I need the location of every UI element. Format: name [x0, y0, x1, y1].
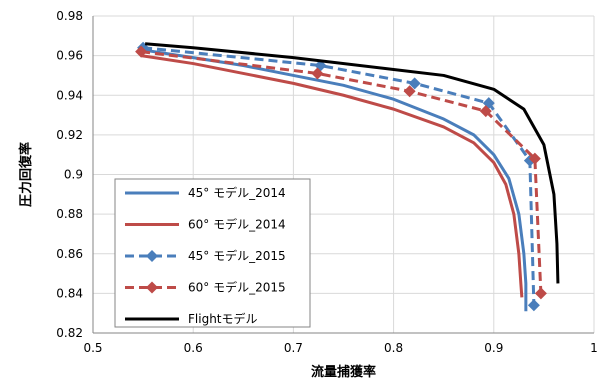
- y-tick-label: 0.96: [56, 49, 83, 63]
- x-tick-label: 0.5: [83, 341, 102, 355]
- series-2: [137, 41, 540, 312]
- legend-label: 60° モデル_2014: [188, 217, 286, 232]
- x-tick-label: 1: [590, 341, 598, 355]
- series-4: [144, 42, 560, 284]
- y-tick-label: 0.98: [56, 9, 83, 23]
- data-point-marker: [479, 105, 492, 118]
- data-point-marker: [408, 77, 421, 90]
- y-tick-label: 0.88: [56, 207, 83, 221]
- y-tick-label: 0.9: [64, 168, 83, 182]
- legend-item: 45° モデル_2014: [125, 185, 286, 200]
- series-line: [140, 48, 528, 312]
- series-3: [135, 45, 547, 300]
- x-tick-label: 0.9: [484, 341, 503, 355]
- y-tick-label: 0.84: [56, 286, 83, 300]
- y-tick-labels: 0.82 0.84 0.86 0.88 0.9 0.92 0.94 0.96 0.98: [56, 9, 83, 340]
- series-group: [135, 41, 560, 312]
- legend: 45° モデル_2014 60° モデル_2014 45° モデル_2015 60° …: [114, 178, 311, 328]
- data-point-marker: [135, 45, 148, 58]
- x-axis-title: 流量捕獲率: [311, 364, 376, 380]
- data-point-marker: [403, 85, 416, 98]
- legend-label: 45° モデル_2015: [188, 248, 286, 263]
- series-line: [140, 50, 543, 294]
- x-tick-label: 0.7: [284, 341, 303, 355]
- series-line: [142, 46, 536, 306]
- x-tick-label: 0.6: [184, 341, 203, 355]
- data-point-marker: [534, 287, 547, 300]
- y-tick-label: 0.92: [56, 128, 83, 142]
- legend-label: 45° モデル_2014: [188, 185, 286, 200]
- series-line: [140, 54, 524, 298]
- legend-box: [114, 178, 311, 328]
- y-tick-label: 0.94: [56, 88, 83, 102]
- x-tick-label: 0.8: [384, 341, 403, 355]
- data-point-marker: [527, 299, 540, 312]
- y-axis-title: 圧力回復率: [18, 142, 34, 207]
- series-line: [144, 42, 560, 284]
- legend-item: 60° モデル_2015: [125, 280, 286, 295]
- legend-marker: [146, 281, 158, 294]
- legend-item: 60° モデル_2014: [125, 217, 286, 232]
- series-0: [140, 48, 528, 312]
- axes: [92, 16, 594, 334]
- x-tick-labels: 0.5 0.6 0.7 0.8 0.9 1: [83, 341, 597, 355]
- legend-marker: [146, 250, 158, 262]
- y-tick-label: 0.82: [56, 326, 83, 340]
- legend-label: 60° モデル_2015: [188, 280, 286, 295]
- legend-label: Flightモデル: [188, 311, 258, 326]
- series-1: [140, 54, 524, 298]
- y-tick-label: 0.86: [56, 247, 83, 261]
- data-point-marker: [528, 152, 541, 165]
- data-point-marker: [311, 67, 324, 80]
- legend-item: 45° モデル_2015: [125, 248, 286, 263]
- legend-item: Flightモデル: [125, 311, 258, 326]
